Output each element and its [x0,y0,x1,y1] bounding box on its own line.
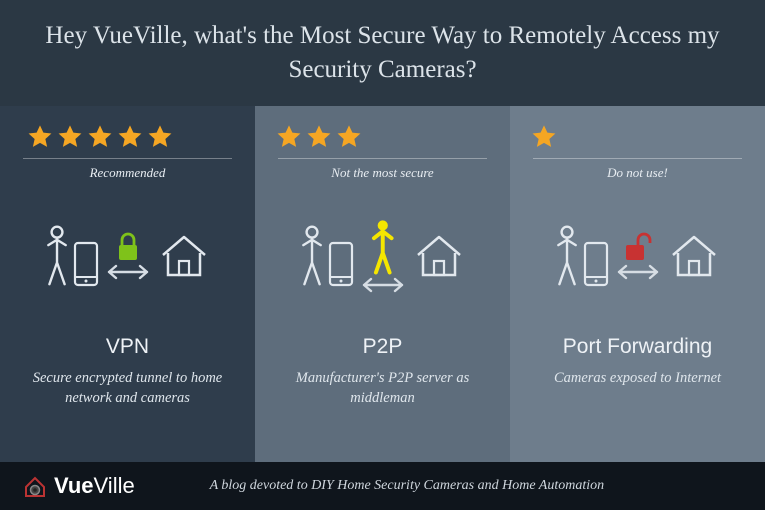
double-arrow-icon [107,264,149,280]
star-rating [524,122,751,152]
method-name: VPN [106,335,149,359]
star-icon [56,123,84,151]
phone-icon [73,241,99,287]
star-icon [146,123,174,151]
person-icon [299,225,325,287]
divider [533,158,742,159]
house-logo-icon [22,473,48,499]
person-icon [44,225,70,287]
method-desc: Secure encrypted tunnel to home network … [14,369,241,408]
brand-text: VueVille [54,473,135,499]
unlock-icon [623,232,653,262]
brand-logo: VueVille [22,473,135,499]
columns: Recommended VPN Secure encrypted tunnel … [0,106,765,462]
footer: VueVille A blog devoted to DIY Home Secu… [0,462,765,510]
diagram [269,201,496,311]
house-icon [667,231,721,281]
user-phone-group [44,225,98,287]
rating-tag: Do not use! [607,165,668,181]
star-icon [275,123,303,151]
double-arrow-icon [362,277,404,293]
rating-tag: Recommended [90,165,166,181]
star-icon [335,123,363,151]
mid-group [617,232,659,280]
diagram [524,201,751,311]
header: Hey VueVille, what's the Most Secure Way… [0,0,765,106]
option-column: Not the most secure P2P Manufacturer's P… [255,106,510,462]
divider [278,158,487,159]
person-fill-icon [371,219,395,275]
user-phone-group [554,225,608,287]
house-icon [412,231,466,281]
lock-icon [115,232,141,262]
double-arrow-icon [617,264,659,280]
diagram [14,201,241,311]
star-icon [530,123,558,151]
option-column: Do not use! Port Forwarding Cameras expo… [510,106,765,462]
phone-icon [328,241,354,287]
person-icon [554,225,580,287]
method-name: Port Forwarding [563,335,712,359]
method-desc: Cameras exposed to Internet [548,369,727,389]
method-name: P2P [363,335,403,359]
divider [23,158,232,159]
method-desc: Manufacturer's P2P server as middleman [269,369,496,408]
rating-tag: Not the most secure [331,165,433,181]
footer-text: A blog devoted to DIY Home Security Came… [161,478,743,494]
star-icon [86,123,114,151]
phone-icon [583,241,609,287]
mid-group [107,232,149,280]
user-phone-group [299,225,353,287]
mid-group [362,219,404,293]
star-icon [26,123,54,151]
page-title: Hey VueVille, what's the Most Secure Way… [40,19,725,87]
star-rating [14,122,241,152]
star-icon [305,123,333,151]
star-rating [269,122,496,152]
house-icon [157,231,211,281]
star-icon [116,123,144,151]
option-column: Recommended VPN Secure encrypted tunnel … [0,106,255,462]
